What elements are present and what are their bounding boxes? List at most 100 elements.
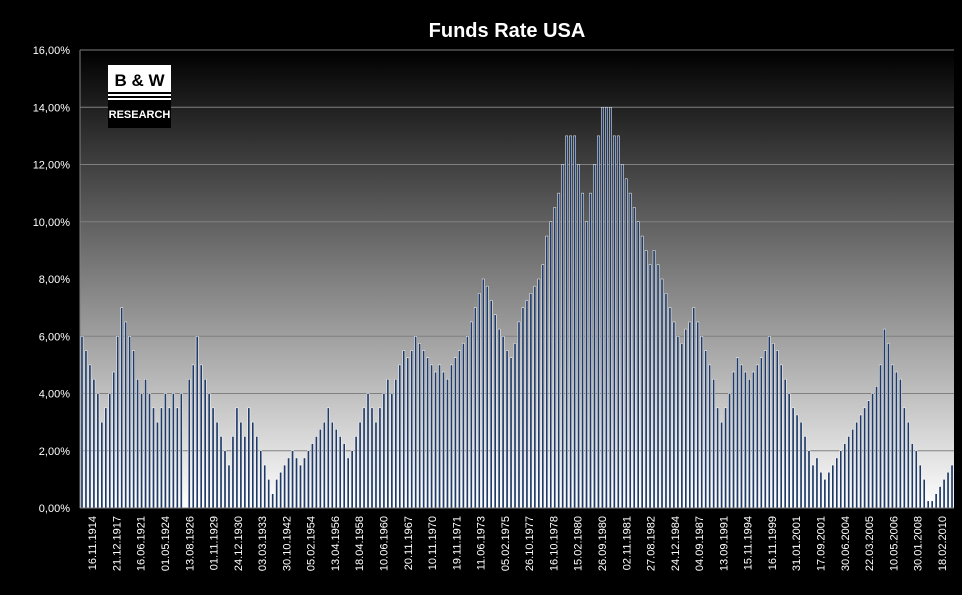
- bar: [914, 450, 918, 509]
- x-tick-label: 10.05.2006: [888, 516, 900, 571]
- bar: [553, 207, 557, 509]
- bar: [704, 350, 708, 509]
- bar: [112, 371, 116, 509]
- bar: [557, 192, 561, 509]
- bar: [521, 307, 525, 509]
- x-tick-label: 05.02.1954: [306, 516, 318, 571]
- x-tick-label: 24.12.1930: [233, 516, 245, 571]
- x-tick-label: 26.09.1980: [597, 516, 609, 571]
- bar: [354, 436, 358, 509]
- bar: [597, 135, 600, 509]
- bar: [382, 393, 386, 509]
- bar: [501, 336, 505, 509]
- bar: [815, 457, 819, 509]
- bar: [585, 221, 588, 509]
- bar: [505, 350, 509, 509]
- bar: [96, 393, 100, 509]
- bar: [906, 421, 910, 509]
- y-tick-label: 8,00%: [39, 274, 70, 286]
- bar: [676, 336, 680, 509]
- bar: [847, 436, 851, 509]
- bar: [497, 328, 501, 509]
- bar: [410, 350, 414, 509]
- bar: [795, 414, 799, 509]
- bar: [573, 135, 576, 509]
- x-tick-label: 04.09.1987: [694, 516, 706, 571]
- x-tick-label: 19.11.1971: [451, 516, 463, 570]
- y-tick-label: 4,00%: [39, 389, 70, 401]
- bar: [315, 436, 318, 509]
- bar: [466, 336, 469, 509]
- bar: [299, 464, 302, 509]
- bar: [632, 207, 636, 509]
- bar: [303, 457, 306, 509]
- y-axis-ticks: 0,00% 2,00% 4,00% 6,00% 8,00% 10,00% 12,00% 14,…: [33, 45, 71, 515]
- bar: [124, 321, 128, 509]
- bar: [92, 378, 96, 509]
- bar: [148, 393, 151, 509]
- bar: [227, 464, 231, 509]
- bar: [239, 421, 243, 509]
- bar: [835, 457, 839, 509]
- x-tick-label: 13.08.1926: [184, 516, 196, 571]
- bar: [859, 414, 862, 509]
- bar: [326, 407, 330, 509]
- bar: [740, 364, 743, 509]
- bar: [275, 479, 278, 509]
- bar: [402, 350, 406, 509]
- bar: [922, 479, 926, 509]
- bar: [569, 135, 572, 509]
- bar: [664, 293, 668, 509]
- bar: [179, 393, 183, 509]
- chart-title: Funds Rate USA: [429, 20, 586, 42]
- bar: [473, 307, 477, 509]
- bar: [644, 250, 648, 509]
- bar: [612, 135, 616, 509]
- bar: [648, 264, 652, 509]
- bar: [88, 364, 92, 509]
- bar: [577, 164, 580, 509]
- bar: [883, 328, 886, 509]
- bar: [172, 393, 175, 509]
- bar: [295, 457, 298, 509]
- bar: [823, 479, 827, 509]
- bar: [422, 350, 425, 509]
- bar: [513, 343, 517, 509]
- bar: [748, 378, 751, 509]
- bar: [616, 135, 620, 509]
- bar: [724, 407, 727, 509]
- bar: [537, 278, 541, 509]
- x-tick-label: 01.11.1929: [209, 516, 221, 570]
- bar: [950, 464, 954, 509]
- bar: [656, 264, 660, 509]
- bar: [362, 407, 366, 509]
- bar: [609, 107, 612, 509]
- bar: [370, 407, 374, 509]
- bar: [283, 464, 286, 509]
- bar: [910, 443, 914, 509]
- bar: [696, 321, 700, 509]
- y-tick-label: 6,00%: [39, 331, 70, 343]
- bar: [561, 164, 565, 509]
- bar: [140, 393, 143, 509]
- bar: [525, 300, 529, 509]
- x-tick-label: 24.12.1984: [670, 516, 682, 571]
- bar: [132, 350, 135, 509]
- bar: [267, 479, 271, 509]
- bar: [799, 421, 803, 509]
- bar: [203, 378, 207, 509]
- bar: [152, 407, 155, 509]
- x-tick-label: 22.03.2005: [864, 516, 876, 571]
- x-tick-label: 03.03.1933: [257, 516, 269, 571]
- bar: [243, 436, 247, 509]
- bar: [374, 421, 378, 509]
- bar: [394, 378, 398, 509]
- bar: [120, 307, 124, 509]
- bar: [156, 421, 159, 509]
- x-tick-label: 30.01.2008: [913, 516, 925, 571]
- bar: [775, 350, 779, 509]
- bar: [426, 357, 429, 509]
- x-tick-label: 05.02.1975: [500, 516, 512, 571]
- bar: [442, 371, 445, 509]
- bar: [358, 421, 362, 509]
